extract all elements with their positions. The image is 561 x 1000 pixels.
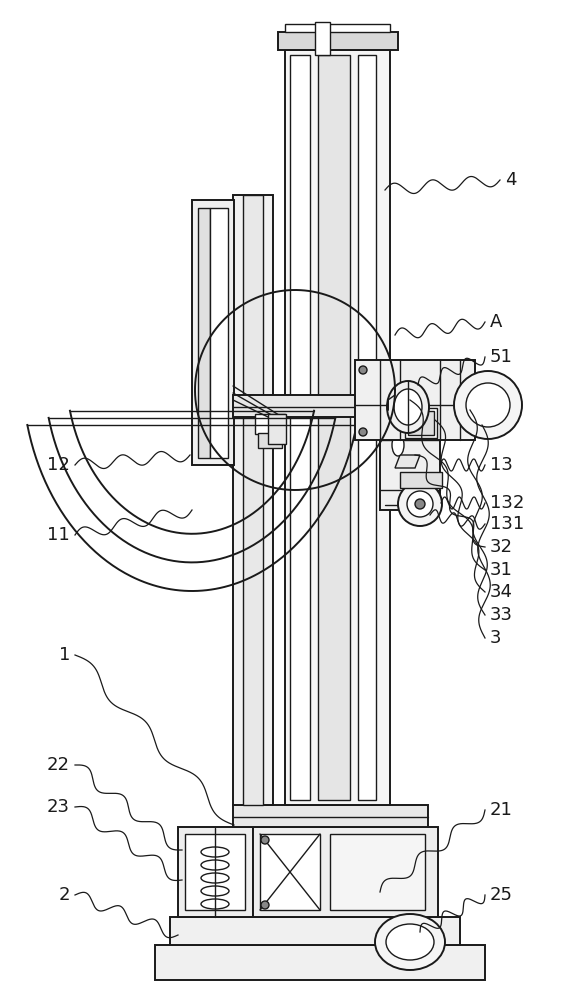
Text: 4: 4 [505, 171, 517, 189]
Bar [400, 472, 442, 488]
Ellipse shape [201, 899, 229, 909]
Bar [278, 32, 398, 50]
Ellipse shape [201, 860, 229, 870]
Text: 31: 31 [490, 561, 513, 579]
Text: 32: 32 [490, 538, 513, 556]
Bar [198, 208, 210, 458]
Text: A: A [490, 313, 502, 331]
Text: 131: 131 [490, 515, 524, 533]
Bar [318, 55, 350, 800]
Text: 1: 1 [59, 646, 70, 664]
Circle shape [359, 366, 367, 374]
Bar [260, 834, 320, 910]
Text: 13: 13 [490, 456, 513, 474]
Text: 51: 51 [490, 348, 513, 366]
Ellipse shape [201, 847, 229, 857]
Bar [355, 360, 475, 440]
Bar [285, 50, 390, 805]
Circle shape [466, 383, 510, 427]
Bar [380, 415, 440, 510]
Bar [358, 55, 376, 800]
Bar [192, 200, 234, 465]
Bar [170, 917, 460, 945]
Bar [243, 195, 263, 805]
Ellipse shape [375, 914, 445, 970]
Ellipse shape [201, 873, 229, 883]
Bar [285, 24, 390, 32]
Circle shape [407, 491, 433, 517]
Ellipse shape [392, 434, 404, 456]
Ellipse shape [386, 924, 434, 960]
Circle shape [398, 482, 442, 526]
Bar [268, 414, 286, 444]
Bar [233, 195, 273, 805]
Bar [233, 395, 388, 417]
Text: 25: 25 [490, 886, 513, 904]
Bar [258, 433, 282, 448]
Bar [155, 945, 485, 980]
Bar [253, 827, 438, 917]
Text: 33: 33 [490, 606, 513, 624]
Circle shape [454, 371, 522, 439]
Circle shape [415, 499, 425, 509]
Bar [185, 834, 245, 910]
Text: 2: 2 [58, 886, 70, 904]
Text: 11: 11 [47, 526, 70, 544]
Bar [233, 805, 428, 827]
Bar [290, 55, 310, 800]
Ellipse shape [387, 381, 429, 433]
Bar [255, 414, 285, 434]
Text: 132: 132 [490, 494, 525, 512]
Text: 23: 23 [47, 798, 70, 816]
Ellipse shape [394, 389, 422, 425]
Text: 21: 21 [490, 801, 513, 819]
Text: 12: 12 [47, 456, 70, 474]
Text: 22: 22 [47, 756, 70, 774]
Circle shape [261, 836, 269, 844]
Bar [210, 208, 228, 458]
Circle shape [359, 428, 367, 436]
Bar [405, 408, 437, 438]
Bar [315, 22, 330, 55]
Bar [408, 411, 434, 435]
Circle shape [261, 901, 269, 909]
Text: 3: 3 [490, 629, 502, 647]
Ellipse shape [201, 886, 229, 896]
Bar [330, 834, 425, 910]
Text: 34: 34 [490, 583, 513, 601]
Bar [178, 827, 253, 917]
Polygon shape [395, 455, 420, 468]
